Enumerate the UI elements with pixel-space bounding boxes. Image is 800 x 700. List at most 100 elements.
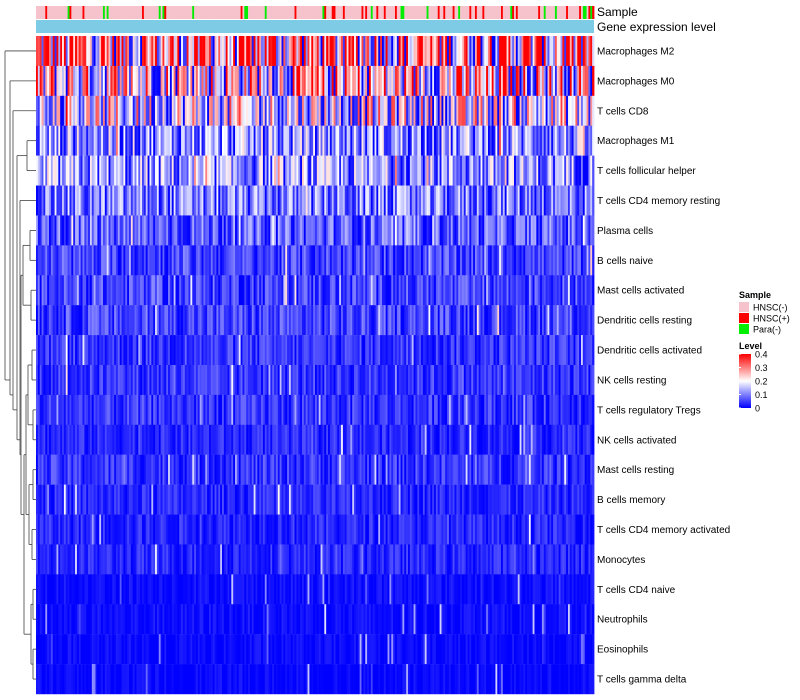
heatmap-cell [143, 484, 147, 515]
heatmap-cell [396, 36, 400, 67]
heatmap-cell [41, 424, 44, 455]
heatmap-cell [512, 95, 515, 126]
heatmap-cell [104, 484, 108, 515]
heatmap-cell [540, 335, 543, 366]
heatmap-cell [175, 155, 178, 186]
heatmap-cell [577, 36, 580, 67]
heatmap-cell [573, 36, 576, 67]
heatmap-cell [383, 125, 387, 156]
heatmap-cell [91, 335, 95, 366]
sample-annotation-cell [268, 6, 271, 19]
heatmap-cell [473, 245, 476, 276]
heatmap-cell [160, 95, 163, 126]
heatmap-cell [240, 394, 243, 426]
heatmap-cell [324, 65, 327, 97]
heatmap-cell [394, 245, 398, 276]
heatmap-cell [393, 65, 396, 97]
heatmap-cell [246, 394, 249, 426]
heatmap-cell [127, 65, 130, 97]
heatmap-cell [515, 185, 519, 216]
heatmap-cell [499, 454, 502, 485]
heatmap-cell [313, 245, 316, 276]
heatmap-cell [261, 454, 264, 485]
heatmap-cell [240, 36, 243, 67]
heatmap-cell [91, 245, 95, 276]
heatmap-cell [541, 424, 545, 455]
heatmap-cell [190, 125, 193, 156]
heatmap-cell [300, 454, 303, 485]
heatmap-cell [487, 424, 491, 455]
heatmap-cell [231, 454, 234, 485]
heatmap-cell [71, 215, 74, 246]
heatmap-cell [115, 36, 119, 67]
heatmap-cell [474, 275, 478, 306]
heatmap-cell [240, 245, 243, 276]
heatmap-cell [216, 365, 219, 396]
heatmap-cell [71, 155, 74, 186]
heatmap-cell [556, 36, 560, 67]
sample-annotation-cell [153, 6, 156, 19]
heatmap-cell [484, 125, 487, 156]
sample-annotation-cell [428, 6, 431, 19]
heatmap-cell [132, 275, 135, 306]
heatmap-cell [296, 65, 299, 97]
heatmap-cell [512, 335, 515, 366]
heatmap-cell [476, 424, 480, 455]
heatmap-cell [277, 245, 281, 276]
heatmap-cell [129, 305, 132, 336]
heatmap-cell [549, 155, 552, 186]
heatmap-cell [454, 275, 457, 306]
heatmap-cell [288, 36, 292, 67]
heatmap-cell [480, 394, 483, 426]
heatmap-cell [368, 155, 372, 186]
heatmap-cell [341, 335, 344, 366]
heatmap-cell [80, 185, 83, 216]
heatmap-cell [134, 36, 137, 67]
heatmap-cell [335, 424, 338, 455]
heatmap-cell [75, 155, 78, 186]
heatmap-cell [71, 394, 74, 426]
heatmap-cell [530, 454, 534, 485]
heatmap-cell [76, 95, 80, 126]
heatmap-cell [264, 36, 268, 67]
heatmap-cell [255, 185, 258, 216]
sample-annotation-cell [181, 6, 184, 19]
heatmap-cell [253, 275, 256, 306]
heatmap-cell [181, 484, 184, 515]
heatmap-cell [344, 335, 348, 366]
heatmap-cell [115, 245, 119, 276]
heatmap-cell [229, 394, 232, 426]
heatmap-cell [220, 484, 223, 515]
heatmap-cell [73, 125, 76, 156]
heatmap-cell [233, 394, 236, 426]
heatmap-cell [521, 155, 524, 186]
heatmap-cell [274, 394, 277, 426]
heatmap-cell [99, 215, 102, 246]
sample-annotation-cell [421, 6, 424, 19]
heatmap-cell [164, 484, 167, 515]
heatmap-cell [82, 275, 85, 306]
heatmap-cell [532, 305, 535, 336]
heatmap-cell [441, 365, 444, 396]
heatmap-cell [553, 125, 556, 156]
heatmap-cell [37, 65, 41, 97]
heatmap-cell [549, 185, 552, 216]
heatmap-cell [218, 275, 221, 306]
heatmap-cell [543, 394, 547, 426]
heatmap-cell [88, 65, 91, 97]
heatmap-cell [158, 215, 162, 246]
heatmap-cell [145, 305, 148, 336]
heatmap-cell [160, 454, 163, 485]
heatmap-cell [56, 305, 59, 336]
heatmap-cell [409, 125, 413, 156]
heatmap-cell [450, 95, 454, 126]
heatmap-cell [588, 95, 591, 126]
heatmap-cell [262, 394, 266, 426]
heatmap-cell [45, 394, 48, 426]
heatmap-cell [528, 95, 532, 126]
heatmap-cell [270, 65, 273, 97]
heatmap-cell [363, 65, 366, 97]
heatmap-cell [486, 394, 489, 426]
heatmap-cell [95, 335, 98, 366]
